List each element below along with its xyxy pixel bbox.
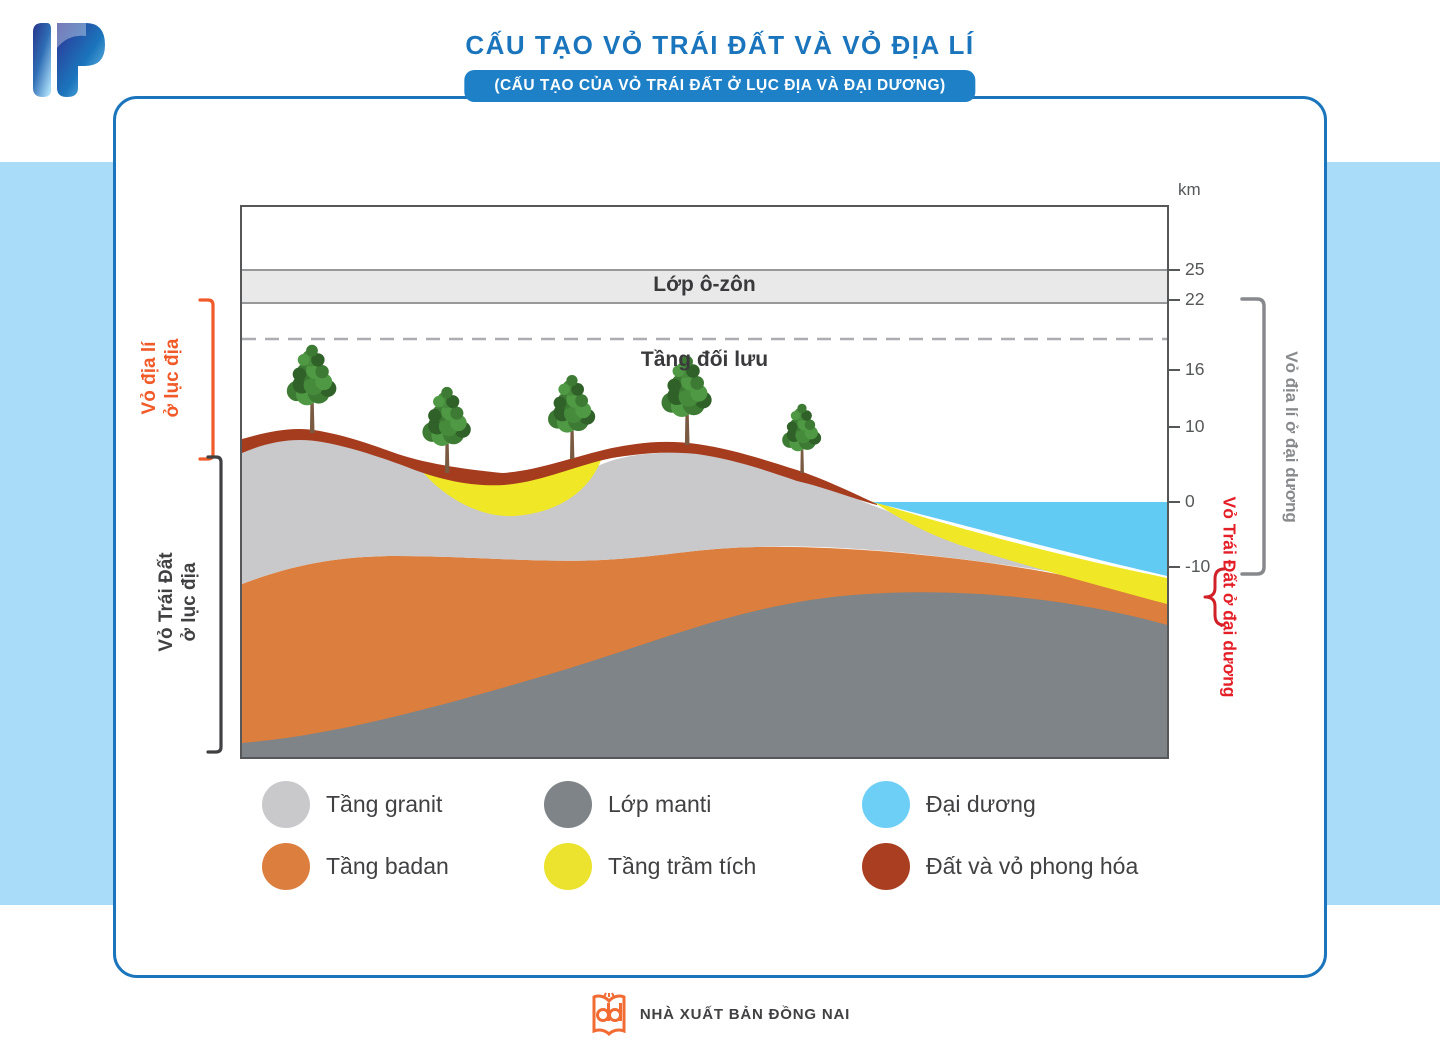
ocean-water (872, 502, 1167, 576)
legend-item: Đại dương (862, 779, 1162, 829)
tick-label: 10 (1185, 416, 1205, 436)
label-earth-crust-continent: Vỏ Trái Đất ở lục địa (156, 552, 202, 651)
legend-swatch (544, 842, 592, 890)
tree-icon (421, 386, 472, 474)
legend-label: Đại dương (926, 790, 1036, 817)
ozone-band (242, 270, 1167, 303)
tick-mark (1167, 299, 1180, 302)
tick-label: 25 (1185, 259, 1205, 279)
tree-icon (781, 403, 822, 474)
terrain-illustration (242, 269, 1167, 757)
legend-swatch (544, 780, 592, 828)
legend-item: Đất và vỏ phong hóa (862, 841, 1162, 891)
tick-mark (1167, 566, 1180, 569)
legend-item: Tầng trầm tích (544, 841, 862, 891)
legend-swatch (262, 842, 310, 890)
label-geo-envelope-continent: Vỏ địa lí ở lục địa (139, 339, 185, 418)
legend-swatch (862, 780, 910, 828)
legend-label: Tầng trầm tích (608, 852, 757, 879)
label-line: Vỏ Trái Đất (156, 552, 178, 652)
bracket-geo-envelope-ocean (1240, 297, 1266, 576)
brand-logo-icon (33, 23, 105, 97)
mantle-layer (242, 592, 1167, 757)
tick-label: -10 (1185, 556, 1211, 576)
sediment-coastal (872, 501, 1167, 604)
tick-label: 0 (1185, 491, 1195, 511)
label-line: ở lục địa (179, 562, 200, 642)
legend-label: Lớp manti (608, 790, 712, 817)
label-geo-envelope-ocean: Vỏ địa lí ở đại dương (1282, 351, 1302, 523)
tick-label: 22 (1185, 289, 1205, 309)
publisher-logo-icon (592, 992, 626, 1036)
page-subtitle: (CẤU TẠO CỦA VỎ TRÁI ĐẤT Ở LỤC ĐỊA VÀ ĐẠ… (464, 70, 976, 102)
legend-item: Tầng badan (262, 841, 544, 891)
brand-logo (30, 18, 108, 107)
axis-unit-label: km (1178, 180, 1201, 199)
legend-swatch (262, 780, 310, 828)
legend-item: Lớp manti (544, 779, 862, 829)
soil-layer (242, 428, 877, 505)
ozone-layer-label: Lớp ô-zôn (653, 273, 756, 296)
bracket-geo-envelope-continent (198, 298, 215, 461)
tree-icon (286, 344, 338, 434)
troposphere-label: Tầng đối lưu (640, 348, 769, 371)
axis-ticks: 25 22 16 10 0 -10 (1165, 205, 1235, 761)
tick-label: 16 (1185, 359, 1205, 379)
label-line: Vỏ địa lí (139, 341, 161, 415)
cross-section-diagram: Lớp ô-zôn Tầng đối lưu (240, 205, 1169, 759)
legend-item: Tầng granit (262, 779, 544, 829)
tree-icon (547, 374, 596, 460)
legend-label: Tầng granit (326, 790, 443, 817)
label-earth-crust-ocean: Vỏ Trái Đất ở đại dương (1219, 496, 1240, 698)
footer: NHÀ XUẤT BẢN ĐỒNG NAI (0, 985, 1440, 1044)
brace-earth-crust-ocean (1203, 567, 1226, 627)
legend-label: Tầng badan (326, 852, 449, 879)
tick-mark (1167, 269, 1180, 272)
left-blue-band (0, 162, 113, 905)
legend-swatch (862, 842, 910, 890)
tick-mark (1167, 426, 1180, 429)
granite-layer (242, 437, 1092, 584)
publisher-name: NHÀ XUẤT BẢN ĐỒNG NAI (639, 1006, 851, 1023)
legend: Tầng granit Lớp manti Đại dương Tầng badan T… (262, 779, 1162, 891)
tick-mark (1167, 369, 1180, 372)
right-blue-band (1327, 162, 1440, 905)
legend-label: Đất và vỏ phong hóa (926, 852, 1139, 879)
page-title: CẤU TẠO VỎ TRÁI ĐẤT VÀ VỎ ĐỊA LÍ (465, 30, 975, 60)
label-line: ở lục địa (162, 338, 183, 418)
bracket-earth-crust-continent (206, 455, 223, 754)
tick-mark (1167, 501, 1180, 504)
